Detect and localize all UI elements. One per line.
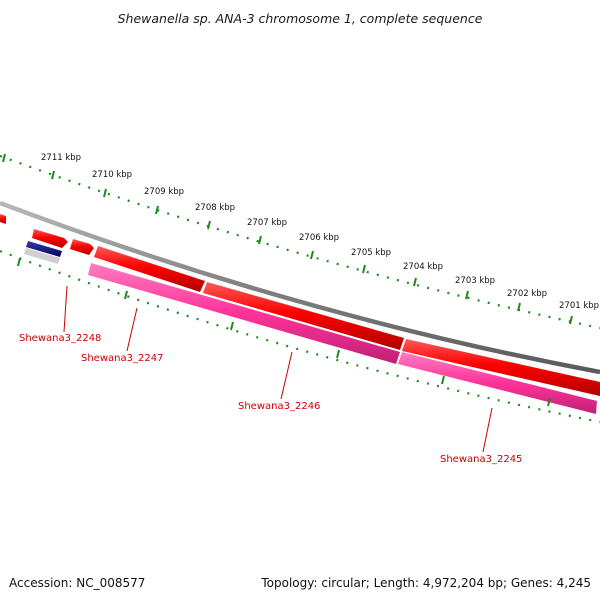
reverse-genes [88, 263, 597, 414]
forward-gene-arrow [0, 214, 6, 224]
backbone [0, 200, 600, 375]
reverse-gene-arrow [88, 263, 400, 364]
kbp-label: 2708 kbp [195, 203, 235, 213]
outer-scale-track [0, 153, 600, 330]
gene-label: Shewana3_2245 [440, 454, 522, 465]
kbp-label: 2705 kbp [351, 248, 391, 258]
kbp-label: 2706 kbp [299, 233, 339, 243]
accession-text: Accession: NC_008577 [9, 576, 145, 590]
gene-labels: Shewana3_2248 Shewana3_2247 Shewana3_224… [19, 333, 522, 465]
forward-gene-arrow [94, 246, 205, 292]
forward-gene-arrow [70, 239, 94, 255]
kbp-label: 2707 kbp [247, 218, 287, 228]
kbp-label: 2710 kbp [92, 170, 132, 180]
topology-summary: Topology: circular; Length: 4,972,204 bp… [260, 576, 591, 590]
forward-gene-arrow [203, 282, 404, 350]
gene-label: Shewana3_2248 [19, 333, 101, 344]
major-tick [2, 153, 573, 325]
gene-label: Shewana3_2246 [238, 401, 320, 412]
kbp-label: 2701 kbp [559, 301, 599, 311]
gene-label: Shewana3_2247 [81, 353, 163, 364]
gene-leaders [63, 285, 493, 453]
kbp-label: 2711 kbp [41, 153, 81, 163]
forward-gene-arrow [32, 229, 68, 248]
kbp-label: 2709 kbp [144, 187, 184, 197]
forward-genes [0, 214, 600, 396]
kbp-label: 2704 kbp [403, 262, 443, 272]
kbp-label: 2702 kbp [507, 289, 547, 299]
kbp-label: 2703 kbp [455, 276, 495, 286]
inner-scale-track [0, 249, 600, 424]
forward-gene-arrow [402, 339, 600, 396]
small-feature [26, 241, 62, 257]
map-title: Shewanella sp. ANA-3 chromosome 1, compl… [118, 11, 483, 26]
reverse-gene-arrow [398, 352, 597, 414]
small-feature-shadow [24, 248, 60, 264]
scale-labels: 2711 kbp 2710 kbp 2709 kbp 2708 kbp 2707… [41, 153, 599, 311]
inner-tick [17, 257, 551, 407]
